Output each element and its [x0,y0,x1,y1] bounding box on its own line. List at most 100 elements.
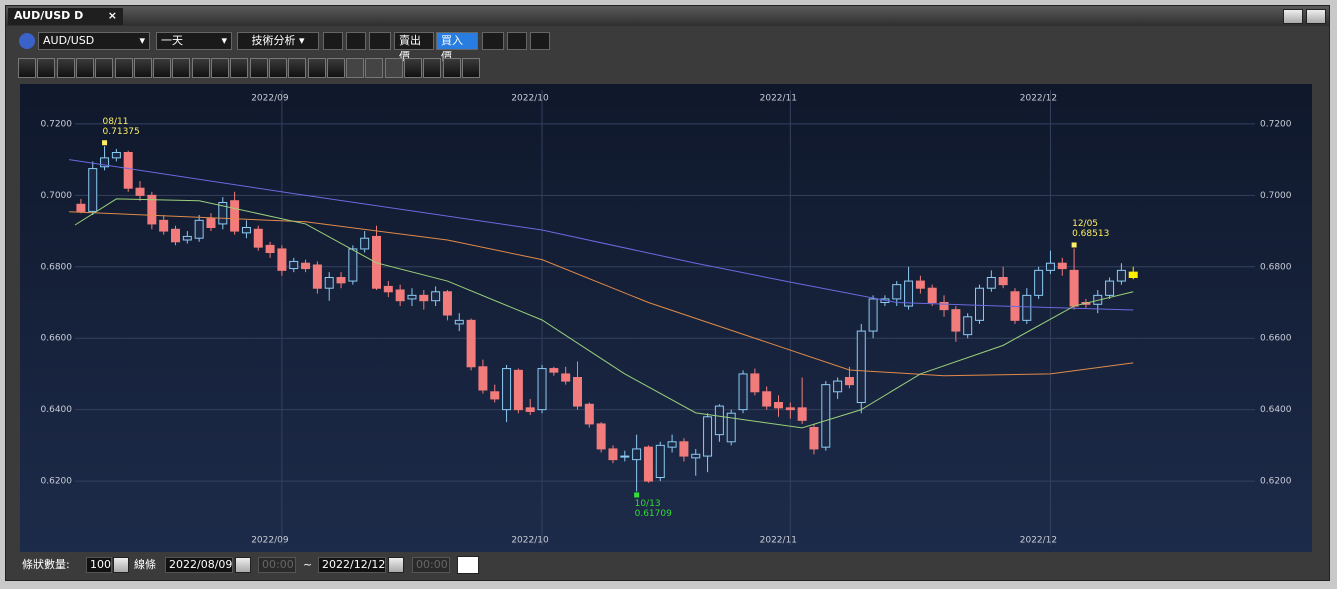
tool-icon[interactable] [153,58,172,78]
candle-body [88,168,98,212]
candle-body [986,277,996,289]
area-button[interactable] [369,32,391,50]
candle-body [419,294,429,302]
candle-body [265,244,275,254]
candle-body [655,444,665,479]
tool-icon[interactable] [346,58,365,78]
tool-icon[interactable] [75,58,94,78]
chart-button[interactable] [482,32,504,50]
x-tick-label: 2022/10 [511,94,549,104]
candle-body [762,391,772,407]
candle-body [230,200,240,232]
start-date[interactable]: 2022/08/09 [165,557,233,573]
x-tick-label: 2022/09 [251,536,289,546]
candle-body [868,298,878,332]
candle-body [525,407,535,412]
tool-icon[interactable] [191,58,210,78]
tool-icon[interactable] [37,58,56,78]
tool-icon[interactable] [307,58,326,78]
candle-body [194,219,204,239]
candle-body [289,260,299,270]
y-tick-label: 0.6600 [41,334,73,344]
y-tick-label: 0.7000 [41,191,73,201]
count[interactable]: 100 [86,557,112,573]
zoom-out-button[interactable] [530,32,550,50]
tool-icon[interactable] [268,58,287,78]
candle-body [561,373,571,382]
candle-body [147,194,157,225]
candle-body [691,453,701,459]
candle-body [171,228,181,243]
candle-body [301,262,311,270]
tool-icon[interactable] [95,58,114,78]
tool-icon[interactable] [461,58,480,78]
candle-body [975,287,985,321]
candle-body [549,368,559,373]
calendar-button[interactable] [235,557,251,573]
plot-background [20,84,1312,552]
analysis-select[interactable]: 技術分析 ▾ [237,32,319,50]
tool-icon[interactable] [114,58,133,78]
zoom-in-button[interactable] [507,32,527,50]
info-button[interactable] [346,32,366,50]
maximize-button[interactable] [1283,9,1303,24]
sell-button[interactable]: 賣出價 [394,32,434,63]
y-tick-label: 0.6800 [41,262,73,272]
candle-body [76,203,86,212]
calendar-button[interactable] [388,557,404,573]
pen-button[interactable] [323,32,343,50]
tool-icon[interactable] [326,58,345,78]
tool-icon[interactable] [423,58,442,78]
symbol-select[interactable]: AUD/USD ▾ [38,32,150,50]
candle-body [797,407,807,421]
tool-icon[interactable] [18,58,36,78]
x-tick-label: 2022/11 [760,94,797,104]
symbol: AUD/USD [43,34,95,47]
return-button[interactable] [457,556,479,574]
candle-body [490,391,500,400]
count-stepper[interactable] [113,557,129,573]
candle-body [478,366,488,391]
close-button[interactable] [1306,9,1326,24]
tool-icon[interactable] [56,58,75,78]
moving-average-line [74,198,1134,429]
candle-body [620,455,630,458]
tab-title: AUD/USD D [14,9,84,22]
annotation-value: 0.61709 [635,509,672,519]
tool-icon[interactable] [442,58,461,78]
tab-close[interactable]: × [107,9,117,22]
candle-body [573,377,583,407]
tool-icon[interactable] [288,58,307,78]
candle-body [395,289,405,302]
candle-body [679,441,689,457]
y-tick-label: 0.6400 [41,405,73,415]
x-tick-label: 2022/09 [251,94,289,104]
tool-icon[interactable] [365,58,384,78]
period-select[interactable]: 一天 ▾ [156,32,232,50]
end-date[interactable]: 2022/12/12 [318,557,386,573]
candle-body [892,284,902,300]
count-label: 條狀數量: [22,558,70,571]
tool-icon[interactable] [230,58,249,78]
annotation-date: 10/13 [635,499,661,509]
buy-button[interactable]: 買入價 [436,32,478,63]
y-tick-label: 0.7200 [41,119,73,129]
tool-icon[interactable] [211,58,229,78]
x-tick-label: 2022/10 [511,536,549,546]
tool-icon[interactable] [133,58,152,78]
x-tick-label: 2022/12 [1020,536,1057,546]
tool-icon[interactable] [172,58,191,78]
candle-body [454,319,464,325]
tab[interactable]: AUD/USD D × [8,8,123,25]
candle-body [111,152,121,159]
y-tick-label-right: 0.6800 [1260,262,1292,272]
candle-body [502,368,512,411]
candle-body [336,277,346,284]
end-time: 00:00 [412,557,450,573]
tool-icon[interactable] [404,58,422,78]
candle-body [1057,262,1067,270]
tool-icon[interactable] [384,58,403,78]
y-tick-label-right: 0.7000 [1260,191,1292,201]
candle-body [1116,269,1126,282]
tool-icon[interactable] [249,58,268,78]
